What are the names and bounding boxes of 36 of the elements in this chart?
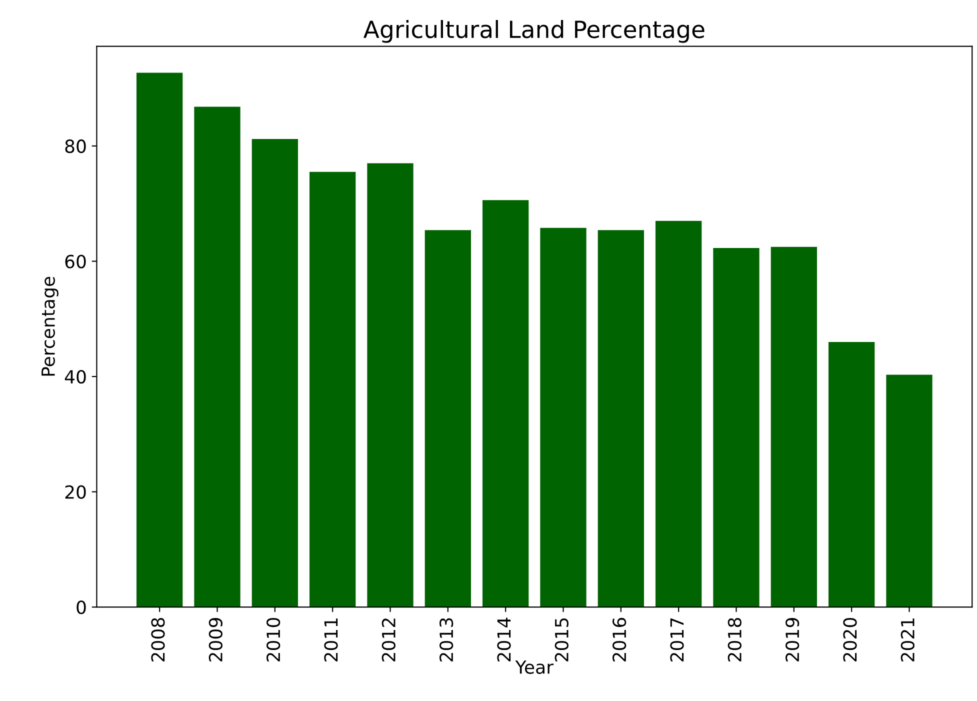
- y-tick-label: 60: [65, 254, 86, 268]
- bar: [713, 248, 760, 608]
- y-tick-label: 20: [65, 485, 86, 499]
- x-tick-label: 2017: [670, 618, 684, 662]
- y-tick-label: 40: [64, 370, 86, 384]
- x-tick-label: 2019: [786, 618, 800, 662]
- bar: [310, 172, 356, 608]
- x-tick-label: 2018: [728, 618, 742, 662]
- x-tick-label: 2009: [208, 618, 222, 662]
- bar: [136, 72, 183, 608]
- x-axis-title: Year: [515, 660, 554, 674]
- x-tick-label: 2016: [612, 618, 626, 662]
- bar: [770, 246, 817, 608]
- x-tick-label: 2011: [324, 618, 338, 662]
- x-tick-label: 2008: [151, 618, 165, 662]
- x-tick-label: 2010: [266, 618, 280, 662]
- bar: [194, 106, 240, 608]
- y-tick-label: 0: [76, 600, 86, 614]
- chart-title: Agricultural Land Percentage: [363, 20, 704, 43]
- bar: [367, 163, 414, 608]
- x-tick-label: 2020: [843, 618, 857, 662]
- bar: [886, 374, 932, 608]
- bar: [424, 230, 471, 608]
- bar: [482, 200, 529, 608]
- x-tick-label: 2013: [440, 618, 454, 662]
- x-tick-label: 2014: [497, 618, 511, 662]
- bar: [540, 228, 586, 608]
- bar: [828, 342, 875, 608]
- bar: [252, 139, 298, 608]
- bar: [598, 230, 644, 608]
- bar: [656, 220, 702, 608]
- x-tick-label: 2015: [554, 618, 568, 662]
- y-axis-title: Percentage: [42, 276, 58, 376]
- x-tick-label: 2012: [382, 618, 396, 662]
- y-tick-label: 80: [65, 139, 86, 154]
- x-tick-label: 2021: [900, 618, 914, 662]
